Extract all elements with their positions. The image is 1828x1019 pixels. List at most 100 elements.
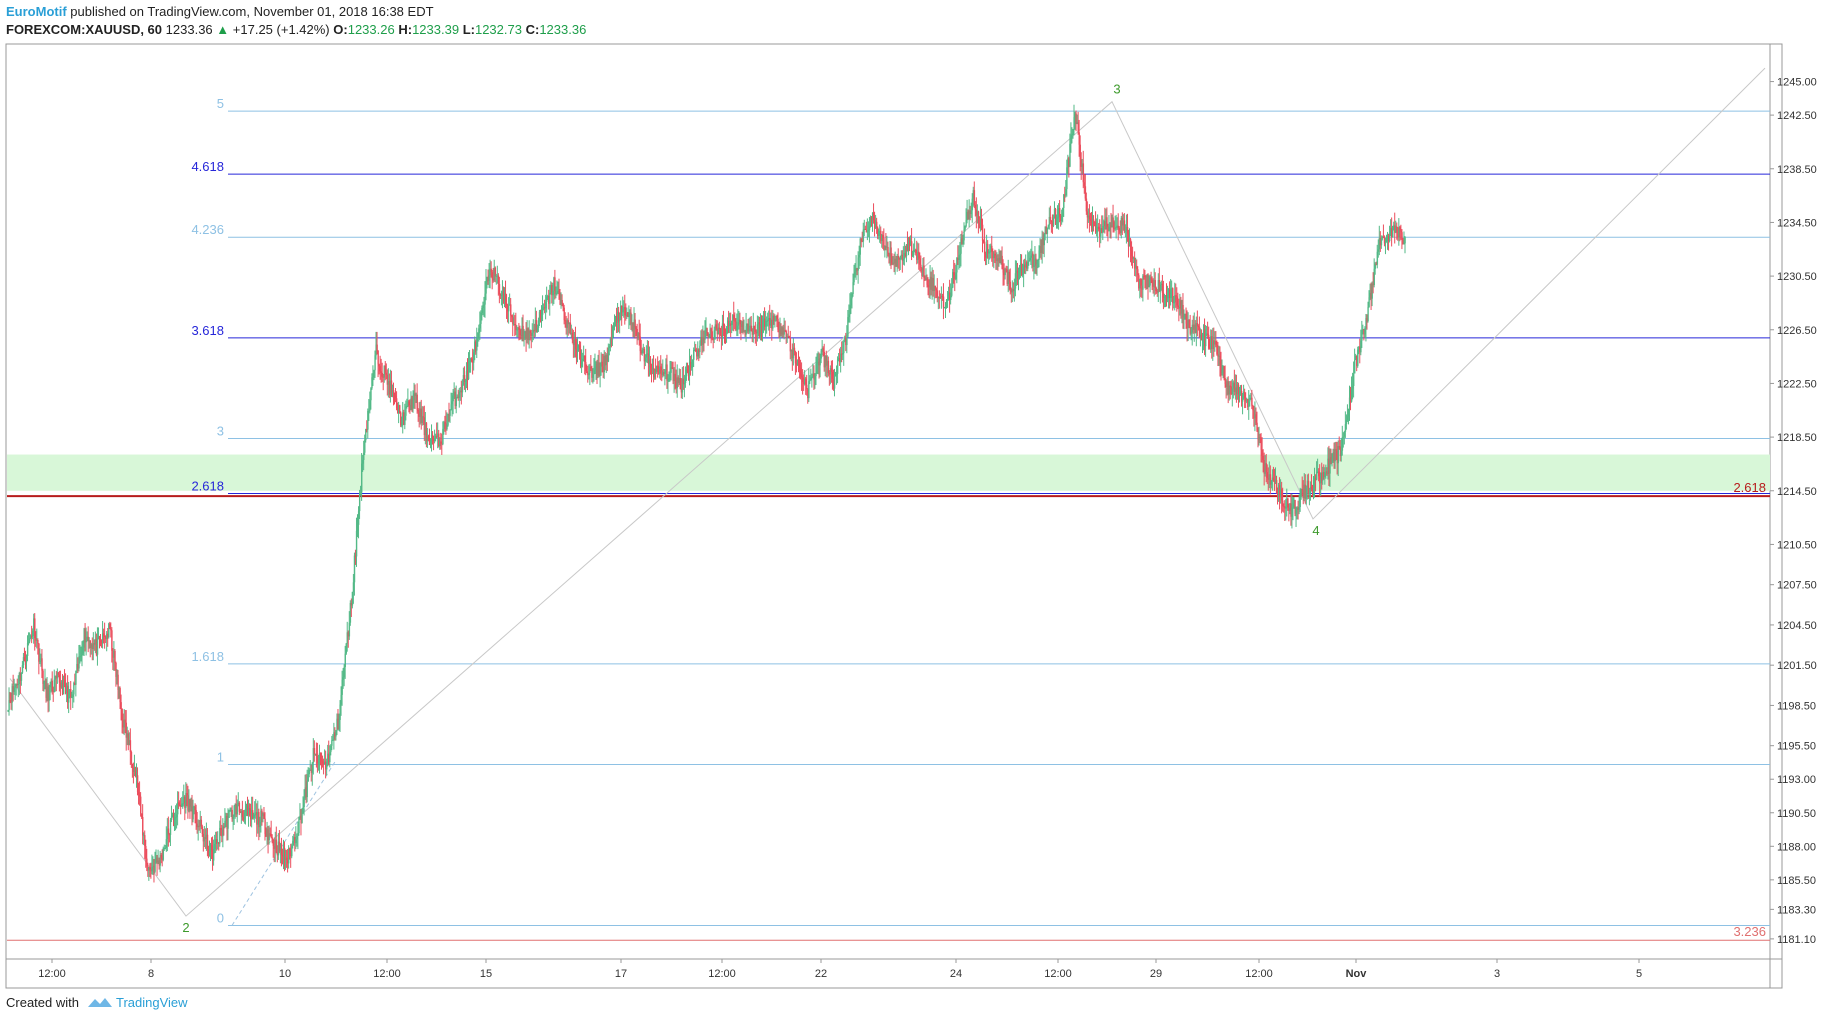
candle-body — [479, 323, 481, 329]
candle-body — [306, 781, 308, 798]
candle-body — [43, 680, 45, 684]
candle-body — [590, 366, 592, 369]
candle-body — [853, 274, 855, 283]
candle-body — [273, 845, 276, 849]
price-chart[interactable]: 54.6184.2363.61832.6181.618102.6183.2362… — [0, 0, 1828, 990]
author-link[interactable]: EuroMotif — [6, 4, 67, 19]
candle-body — [1061, 216, 1063, 221]
candle-body — [866, 231, 869, 233]
candle-body — [52, 691, 55, 693]
candle-body — [662, 371, 664, 376]
candle-body — [887, 246, 889, 254]
candle-body — [644, 357, 647, 362]
y-tick-label: 1183.30 — [1777, 904, 1816, 916]
candle-body — [1269, 474, 1272, 485]
candle-body — [790, 349, 793, 352]
symbol-label[interactable]: FOREXCOM:XAUUSD, 60 — [6, 22, 163, 37]
candle-body — [653, 368, 656, 378]
candle-body — [181, 803, 183, 807]
candle-body — [136, 775, 139, 793]
candle-body — [873, 219, 876, 229]
candle-body — [1120, 217, 1123, 233]
candle-body — [311, 762, 314, 773]
candle-body — [753, 325, 756, 330]
candle-body — [330, 745, 332, 753]
candle-body — [903, 253, 906, 259]
candle-body — [637, 332, 639, 338]
candle-body — [381, 372, 383, 377]
candle-body — [575, 349, 578, 352]
candle-body — [1157, 280, 1160, 293]
candle-body — [1321, 472, 1323, 481]
candle-body — [96, 638, 99, 655]
candle-body — [8, 700, 10, 711]
candle-body — [763, 318, 766, 327]
candle-body — [472, 360, 474, 363]
candle-body — [242, 817, 245, 820]
candle-body — [118, 688, 120, 690]
candle-body — [145, 846, 147, 859]
candle-body — [1257, 430, 1259, 440]
candle-body — [39, 661, 41, 663]
candle-body — [836, 358, 839, 374]
candle-body — [146, 858, 148, 867]
candle-body — [476, 338, 478, 351]
candle-body — [364, 440, 366, 453]
candle-body — [244, 808, 247, 813]
candle-body — [1320, 472, 1322, 484]
candle-body — [1075, 113, 1077, 124]
candle-body — [417, 409, 419, 412]
candle-body — [1294, 500, 1296, 514]
candle-body — [339, 704, 341, 720]
candle-body — [478, 328, 480, 334]
candle-body — [611, 327, 614, 340]
candle-body — [1216, 345, 1218, 355]
candle-body — [93, 643, 96, 645]
candle-body — [208, 851, 211, 856]
candle-body — [1225, 384, 1227, 388]
candle-body — [1158, 280, 1161, 292]
candle-body — [1363, 329, 1365, 335]
candle-body — [1319, 476, 1321, 484]
candle-body — [32, 630, 34, 637]
candle-body — [730, 323, 732, 326]
candle-body — [119, 688, 121, 703]
candle-body — [728, 320, 730, 327]
candle-body — [746, 323, 748, 327]
candle-body — [823, 351, 826, 368]
candle-body — [1002, 268, 1004, 273]
candle-body — [883, 237, 885, 251]
candle-body — [1234, 387, 1237, 392]
candle-body — [786, 336, 788, 338]
candle-body — [505, 303, 508, 306]
candle-body — [285, 857, 288, 860]
candle-body — [805, 378, 807, 385]
candle-body — [773, 315, 775, 321]
chart-frame — [5, 43, 1783, 989]
candle-body — [879, 230, 881, 232]
candle-body — [282, 847, 285, 857]
candle-body — [422, 416, 425, 418]
candle-body — [967, 211, 969, 220]
candle-body — [659, 366, 661, 374]
candle-body — [1129, 239, 1132, 251]
candle-body — [137, 792, 140, 795]
candle-body — [1128, 239, 1131, 247]
candle-body — [987, 243, 989, 254]
candle-body — [1373, 268, 1375, 286]
candle-body — [276, 852, 279, 856]
candle-body — [168, 834, 171, 836]
candle-body — [842, 353, 844, 355]
candle-body — [434, 438, 436, 442]
candle-body — [1130, 250, 1133, 256]
candle-body — [954, 275, 956, 280]
candle-body — [473, 352, 475, 363]
candle-body — [1308, 493, 1311, 495]
candle-body — [1020, 263, 1023, 275]
tradingview-brand-link[interactable]: TradingView — [116, 995, 188, 1010]
candle-body — [683, 383, 686, 385]
candle-body — [83, 628, 85, 648]
candle-body — [1028, 260, 1030, 262]
candle-body — [862, 229, 865, 242]
candle-body — [1144, 276, 1146, 278]
